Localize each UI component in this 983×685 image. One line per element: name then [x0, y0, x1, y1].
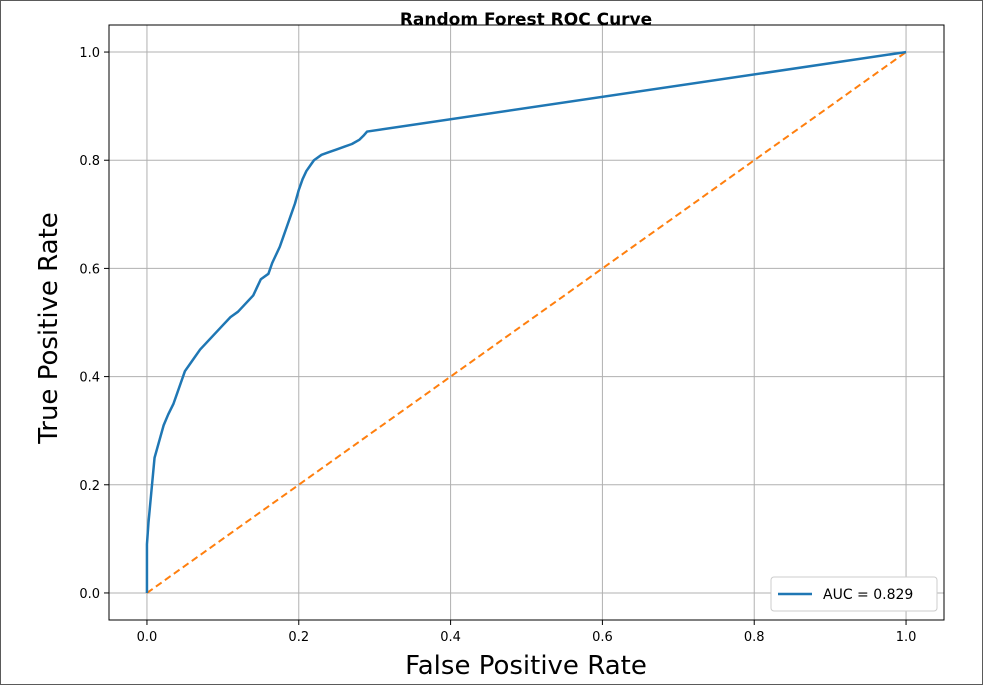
- x-tick-label: 0.8: [744, 630, 765, 645]
- legend-label: AUC = 0.829: [823, 587, 913, 603]
- y-tick-label: 0.2: [79, 479, 100, 494]
- data-layer: [145, 50, 907, 594]
- x-axis-label: False Positive Rate: [405, 651, 647, 681]
- y-tick-label: 0.8: [79, 154, 100, 169]
- chart-title: Random Forest ROC Curve: [400, 10, 652, 30]
- y-tick-label: 0.4: [79, 371, 100, 386]
- legend-box: [770, 576, 938, 612]
- roc-curve-line: [145, 50, 907, 593]
- plot-frame: [108, 24, 945, 621]
- x-tick-label: 0.6: [592, 630, 613, 645]
- y-tick-label: 1.0: [79, 46, 100, 61]
- x-tick-label: 0.2: [288, 630, 309, 645]
- grid-layer: [109, 25, 944, 620]
- y-axis-label: True Positive Rate: [34, 212, 64, 445]
- y-tick-label: 0.6: [79, 262, 100, 277]
- x-tick-label: 0.0: [137, 630, 158, 645]
- x-tick-label: 1.0: [896, 630, 917, 645]
- chance-line: [146, 51, 907, 594]
- legend: AUC = 0.829: [770, 576, 938, 612]
- x-tick-label: 0.4: [440, 630, 461, 645]
- tick-layer: 0.0 0.2 0.4 0.6 0.8 1.0 0.0 0.2 0.4 0.6 0.8 1.0: [79, 46, 916, 645]
- y-tick-label: 0.0: [79, 587, 100, 602]
